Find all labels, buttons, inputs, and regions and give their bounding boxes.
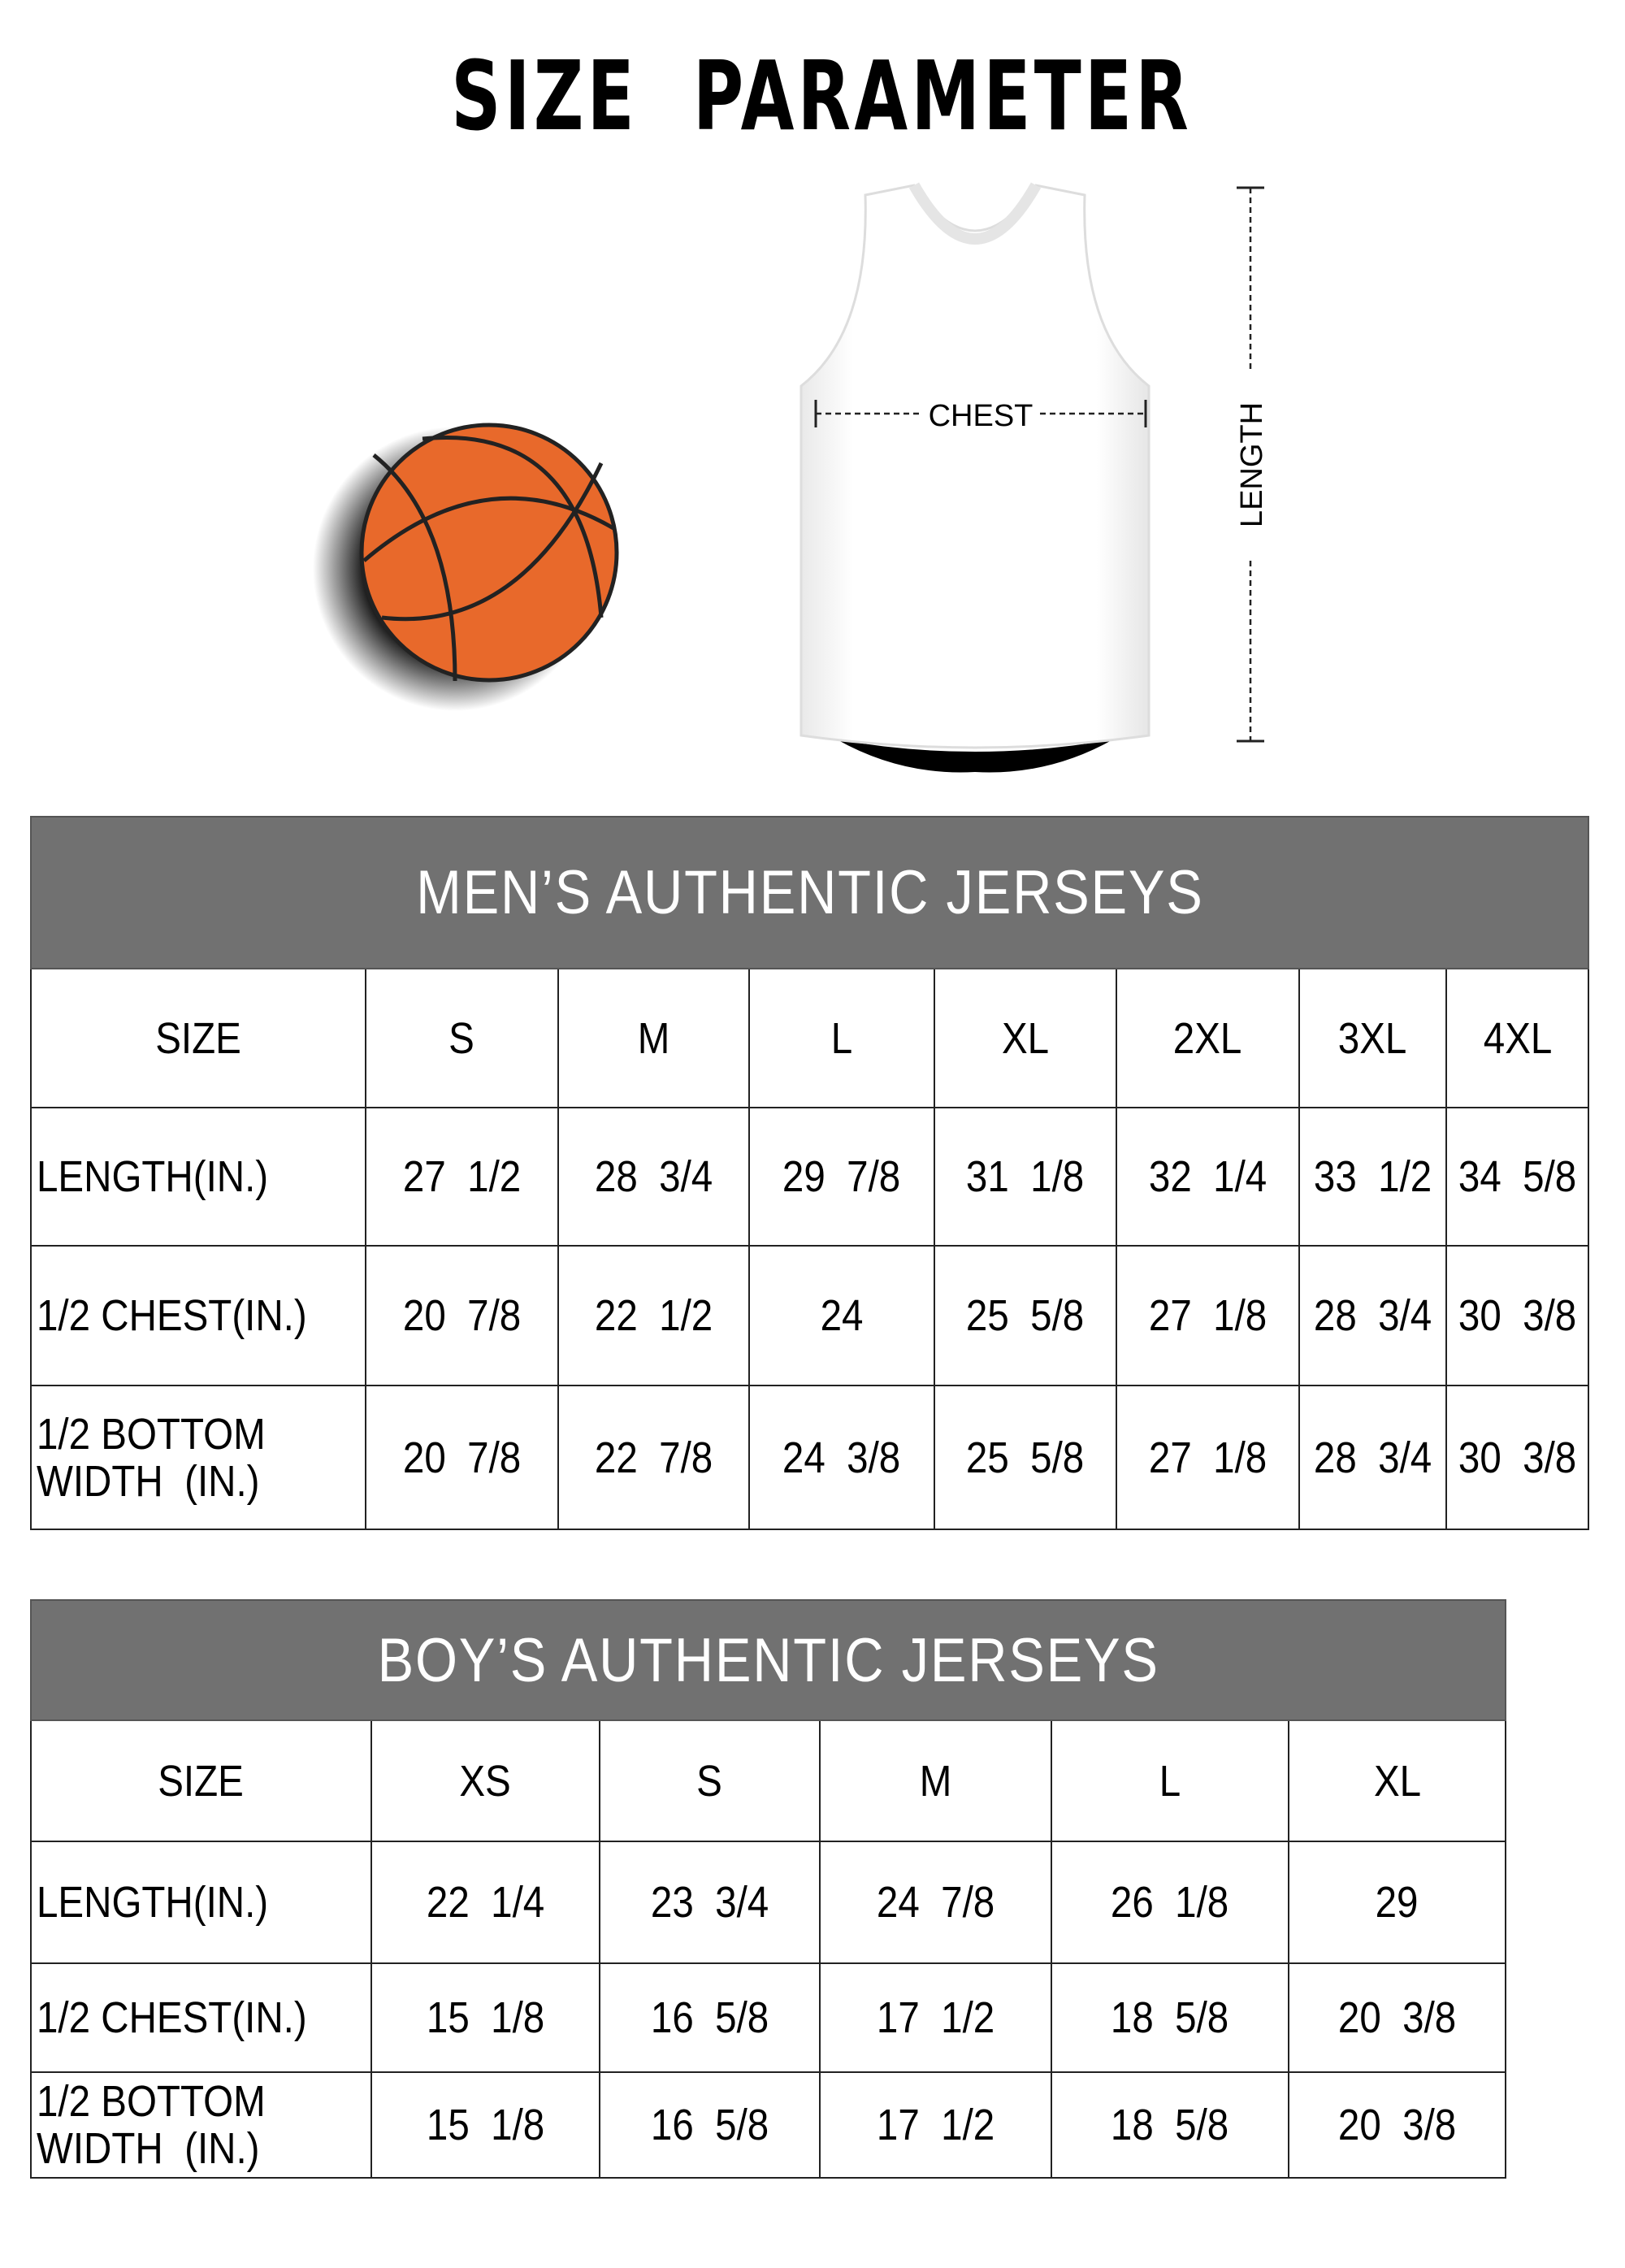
table-cell: 34 5/8: [1445, 1107, 1590, 1247]
row-label: LENGTH(IN.): [30, 1107, 366, 1247]
column-header: 4XL: [1445, 968, 1590, 1108]
table-cell: 22 1/2: [557, 1245, 750, 1386]
table-cell: 28 3/4: [1298, 1385, 1447, 1530]
column-header: M: [557, 968, 750, 1108]
table-cell: 20 3/8: [1287, 1962, 1507, 2073]
column-header: L: [1051, 1719, 1289, 1842]
column-header: L: [748, 968, 935, 1108]
table-row: LENGTH(IN.) 22 1/4 23 3/4 24 7/8 26 1/8 29: [30, 1841, 1507, 1964]
table-cell: 18 5/8: [1051, 2071, 1289, 2179]
table-cell: 16 5/8: [599, 1962, 821, 2073]
table-cell: 22 1/4: [370, 1841, 600, 1964]
table-row: 1/2 CHEST(IN.) 15 1/8 16 5/8 17 1/2 18 5/8 20…: [30, 1962, 1507, 2073]
table-cell: 20 3/8: [1287, 2071, 1507, 2179]
table-cell: 32 1/4: [1116, 1107, 1300, 1247]
table-row: 1/2 CHEST(IN.) 20 7/8 22 1/2 24 25 5/8 27 1/8…: [30, 1245, 1590, 1386]
row-label: 1/2 BOTTOM WIDTH (IN.): [30, 1385, 366, 1530]
basketball-icon: [313, 423, 619, 711]
table-row: 1/2 BOTTOM WIDTH (IN.) 20 7/8 22 7/8 24 3/8…: [30, 1385, 1590, 1530]
column-header: XS: [370, 1719, 600, 1842]
table-title: MEN’S AUTHENTIC JERSEYS: [29, 816, 1590, 969]
table-cell: 28 3/4: [1298, 1245, 1447, 1386]
jersey-icon: CHEST: [800, 182, 1150, 773]
illustration: CHEST LENGTH: [313, 182, 1269, 773]
column-header: S: [365, 968, 559, 1108]
column-header: SIZE: [30, 1719, 372, 1842]
table-cell: 23 3/4: [599, 1841, 821, 1964]
table-cell: 20 7/8: [365, 1385, 559, 1530]
table-title-row: MEN’S AUTHENTIC JERSEYS: [29, 816, 1590, 969]
length-indicator: LENGTH: [1235, 186, 1269, 743]
table-cell: 27 1/8: [1116, 1245, 1300, 1386]
column-header: SIZE: [30, 968, 366, 1108]
column-header: XL: [934, 968, 1117, 1108]
table-cell: 30 3/8: [1445, 1245, 1590, 1386]
row-label: 1/2 CHEST(IN.): [30, 1245, 366, 1386]
table-cell: 28 3/4: [557, 1107, 750, 1247]
table-cell: 22 7/8: [557, 1385, 750, 1530]
table-cell: 20 7/8: [365, 1245, 559, 1386]
table-cell: 33 1/2: [1298, 1107, 1447, 1247]
column-header: XL: [1287, 1719, 1507, 1842]
size-header-row: SIZE S M L XL 2XL 3XL 4XL: [30, 968, 1590, 1108]
table-cell: 26 1/8: [1051, 1841, 1289, 1964]
row-label: LENGTH(IN.): [30, 1841, 372, 1964]
table-title-row: BOY’S AUTHENTIC JERSEYS: [29, 1599, 1507, 1721]
table-cell: 31 1/8: [934, 1107, 1117, 1247]
table-cell: 17 1/2: [819, 1962, 1052, 2073]
table-cell: 15 1/8: [370, 1962, 600, 2073]
table-cell: 18 5/8: [1051, 1962, 1289, 2073]
column-header: 2XL: [1116, 968, 1300, 1108]
table-cell: 17 1/2: [819, 2071, 1052, 2179]
length-label: LENGTH: [1235, 402, 1269, 527]
table-cell: 24: [748, 1245, 935, 1386]
row-label: 1/2 CHEST(IN.): [30, 1962, 372, 2073]
table-cell: 24 7/8: [819, 1841, 1052, 1964]
column-header: 3XL: [1298, 968, 1447, 1108]
size-header-row: SIZE XS S M L XL: [30, 1719, 1507, 1842]
column-header: S: [599, 1719, 821, 1842]
table-cell: 27 1/8: [1116, 1385, 1300, 1530]
table-cell: 25 5/8: [934, 1385, 1117, 1530]
boys-size-table: BOY’S AUTHENTIC JERSEYS SIZE XS S M L XL LENGTH…: [29, 1599, 1507, 2179]
table-title: BOY’S AUTHENTIC JERSEYS: [29, 1599, 1507, 1721]
table-cell: 15 1/8: [370, 2071, 600, 2179]
table-cell: 27 1/2: [365, 1107, 559, 1247]
table-cell: 30 3/8: [1445, 1385, 1590, 1530]
mens-size-table: MEN’S AUTHENTIC JERSEYS SIZE S M L XL 2XL 3XL 4X…: [29, 816, 1590, 1530]
page-title: SIZE PARAMETER: [451, 40, 1193, 152]
chest-label: CHEST: [929, 399, 1034, 433]
table-cell: 16 5/8: [599, 2071, 821, 2179]
table-row: 1/2 BOTTOM WIDTH (IN.) 15 1/8 16 5/8 17 1/2…: [30, 2071, 1507, 2179]
column-header: M: [819, 1719, 1052, 1842]
table-cell: 29: [1287, 1841, 1507, 1964]
row-label: 1/2 BOTTOM WIDTH (IN.): [30, 2071, 372, 2179]
table-cell: 29 7/8: [748, 1107, 935, 1247]
table-row: LENGTH(IN.) 27 1/2 28 3/4 29 7/8 31 1/8 32 1/…: [30, 1107, 1590, 1247]
table-cell: 25 5/8: [934, 1245, 1117, 1386]
table-cell: 24 3/8: [748, 1385, 935, 1530]
